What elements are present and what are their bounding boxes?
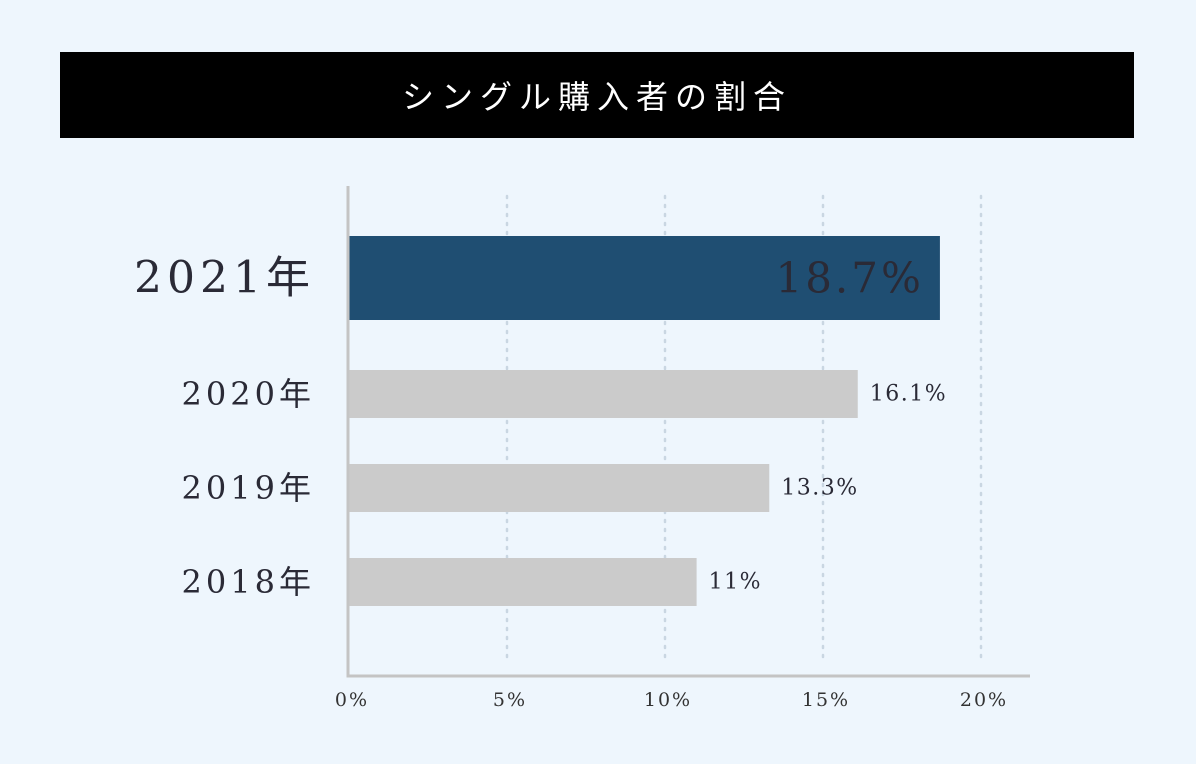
- bar-1: [349, 370, 858, 418]
- bar-0: [349, 236, 940, 320]
- value-label-0: 18.7%: [775, 254, 923, 303]
- x-tick-label-3: 15%: [802, 689, 850, 711]
- bar-3: [349, 558, 697, 606]
- category-label-2: 2019年: [182, 469, 315, 507]
- x-tick-label-0: 0%: [335, 689, 369, 711]
- category-label-3: 2018年: [182, 563, 315, 601]
- x-tick-label-2: 10%: [644, 689, 692, 711]
- title-banner: シングル購入者の割合: [60, 52, 1134, 138]
- value-label-1: 16.1%: [870, 382, 947, 407]
- chart-title: シングル購入者の割合: [401, 78, 792, 116]
- category-label-0: 2021年: [134, 253, 315, 304]
- value-label-3: 11%: [709, 570, 762, 595]
- x-tick-label-4: 20%: [960, 689, 1008, 711]
- x-tick-label-1: 5%: [493, 689, 527, 711]
- category-label-1: 2020年: [182, 375, 315, 413]
- bar-2: [349, 464, 770, 512]
- value-label-2: 13.3%: [781, 476, 858, 501]
